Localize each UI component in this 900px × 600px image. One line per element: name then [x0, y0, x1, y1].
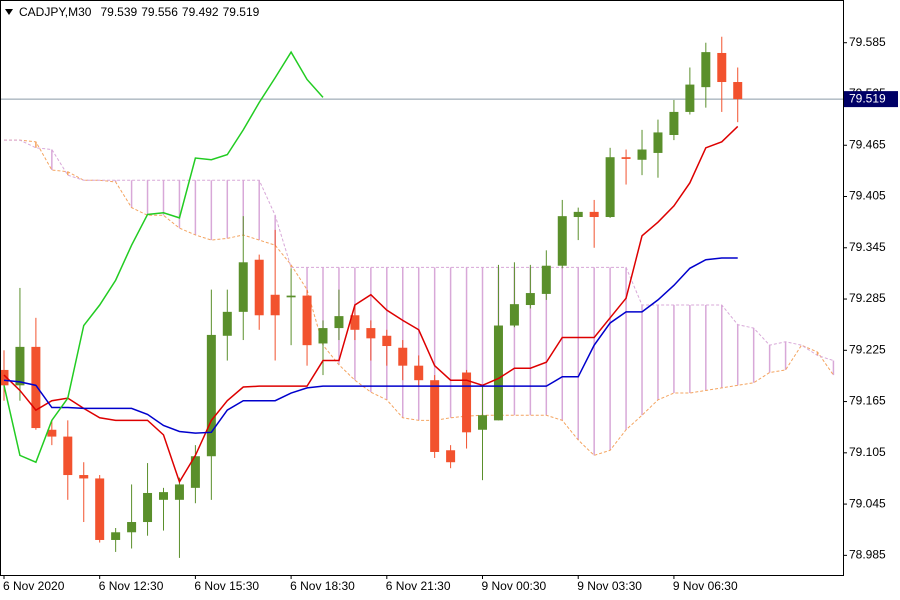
- candle-body: [190, 456, 200, 488]
- plot-border: [0, 0, 844, 576]
- y-tick-label: 79.105: [849, 445, 886, 459]
- candle-body: [525, 293, 535, 306]
- candle-body: [254, 259, 264, 316]
- candle-body: [398, 347, 408, 366]
- candle-body: [318, 328, 328, 344]
- menu-triangle[interactable]: [5, 9, 13, 15]
- candle-body: [573, 211, 583, 218]
- candle-body: [63, 436, 73, 476]
- candle-body: [127, 522, 137, 533]
- candle-body: [685, 84, 695, 112]
- candle-body: [47, 429, 57, 437]
- y-tick-label: 79.465: [849, 137, 886, 151]
- x-tick-label: 6 Nov 12:30: [99, 579, 164, 593]
- y-tick-label: 78.985: [849, 548, 886, 562]
- x-tick-label: 6 Nov 2020: [3, 579, 65, 593]
- y-tick-label: 79.585: [849, 35, 886, 49]
- indicator-line: [3, 125, 739, 484]
- candle-body: [79, 475, 89, 479]
- candle-body: [270, 294, 280, 316]
- candle-body: [589, 211, 599, 218]
- candle-body: [0, 369, 9, 386]
- candle-body: [366, 328, 376, 339]
- candle-body: [478, 415, 488, 430]
- x-tick-label: 6 Nov 18:30: [290, 579, 355, 593]
- plot-area: [0, 36, 843, 558]
- candle-body: [717, 52, 727, 83]
- candle-body: [605, 157, 615, 218]
- candle-body: [31, 346, 41, 429]
- candle-body: [669, 111, 679, 135]
- candle-body: [382, 335, 392, 347]
- chart-header: CADJPY,M30 79.539 79.556 79.492 79.519: [19, 5, 260, 19]
- candle-body: [493, 325, 503, 421]
- y-tick-label: 79.405: [849, 189, 886, 203]
- x-tick-label: 6 Nov 15:30: [194, 579, 259, 593]
- low-value: 79.492: [182, 5, 219, 19]
- candle-body: [334, 316, 344, 329]
- y-tick-label: 79.285: [849, 291, 886, 305]
- candle-body: [414, 365, 424, 381]
- candle-body: [701, 52, 711, 88]
- candle-body: [222, 311, 232, 336]
- candle-body: [206, 334, 216, 457]
- indicator-line: [3, 139, 834, 362]
- open-value: 79.539: [100, 5, 137, 19]
- candle-body: [733, 82, 743, 100]
- y-tick-label: 79.225: [849, 342, 886, 356]
- x-tick-label: 6 Nov 21:30: [386, 579, 451, 593]
- candle-body: [286, 295, 296, 298]
- x-tick-label: 9 Nov 03:30: [577, 579, 642, 593]
- candle-body: [143, 492, 153, 523]
- indicator-line: [3, 139, 834, 456]
- candle-body: [509, 304, 519, 326]
- indicator-line: [3, 50, 324, 464]
- candle-body: [15, 346, 25, 386]
- x-tick-label: 9 Nov 06:30: [673, 579, 738, 593]
- candle-body: [111, 532, 121, 540]
- candle-body: [446, 450, 456, 463]
- candle-body: [158, 492, 168, 500]
- candle-body: [621, 157, 631, 159]
- y-tick-label: 79.345: [849, 240, 886, 254]
- candle-body: [174, 484, 184, 500]
- candle-body: [350, 315, 360, 330]
- candle-body: [462, 372, 472, 433]
- high-value: 79.556: [141, 5, 178, 19]
- candle-body: [653, 132, 663, 153]
- candle-body: [95, 478, 105, 540]
- y-tick-label: 79.165: [849, 394, 886, 408]
- candle-body: [541, 265, 551, 294]
- candle-body: [430, 380, 440, 452]
- candle-body: [637, 149, 647, 160]
- indicator-line: [3, 257, 738, 434]
- price-label: 79.519: [849, 91, 886, 105]
- symbol: CADJPY,M30: [19, 5, 92, 19]
- candle-body: [557, 216, 567, 266]
- y-tick-label: 79.045: [849, 496, 886, 510]
- x-tick-label: 9 Nov 00:30: [482, 579, 547, 593]
- candle-body: [302, 295, 312, 346]
- close-value: 79.519: [223, 5, 260, 19]
- candle-body: [238, 262, 248, 312]
- price-label-box: [844, 91, 898, 108]
